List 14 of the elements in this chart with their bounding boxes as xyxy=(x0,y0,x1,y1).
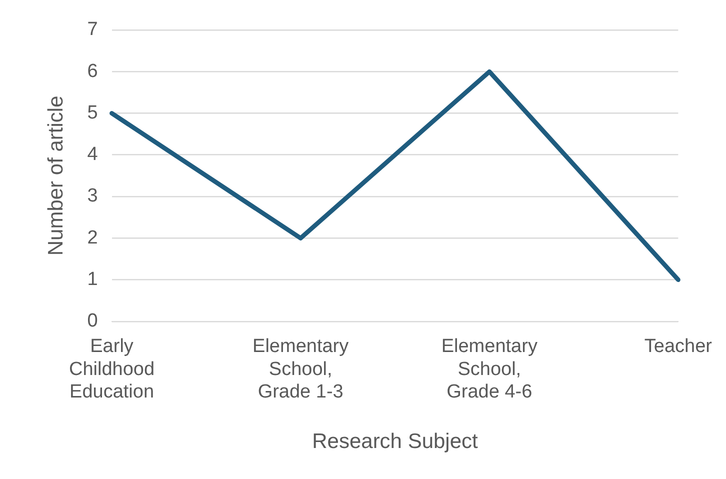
y-tick-label: 2 xyxy=(87,227,98,248)
y-axis-title: Number of article xyxy=(44,96,68,256)
x-tick-label: Teacher xyxy=(644,336,713,358)
y-tick-label: 7 xyxy=(87,19,98,40)
x-tick-label: Elementary School, Grade 4-6 xyxy=(441,336,538,403)
y-tick-label: 6 xyxy=(87,60,98,82)
y-tick-label: 3 xyxy=(87,186,98,207)
x-tick-label: Early Childhood Education xyxy=(68,336,155,403)
x-axis-title: Research Subject xyxy=(312,430,478,454)
y-tick-label: 4 xyxy=(87,144,98,166)
x-tick-label: Elementary School, Grade 1-3 xyxy=(252,336,350,403)
y-tick-label: 0 xyxy=(87,310,98,332)
y-tick-label: 5 xyxy=(87,102,98,124)
y-tick-label: 1 xyxy=(87,269,98,290)
